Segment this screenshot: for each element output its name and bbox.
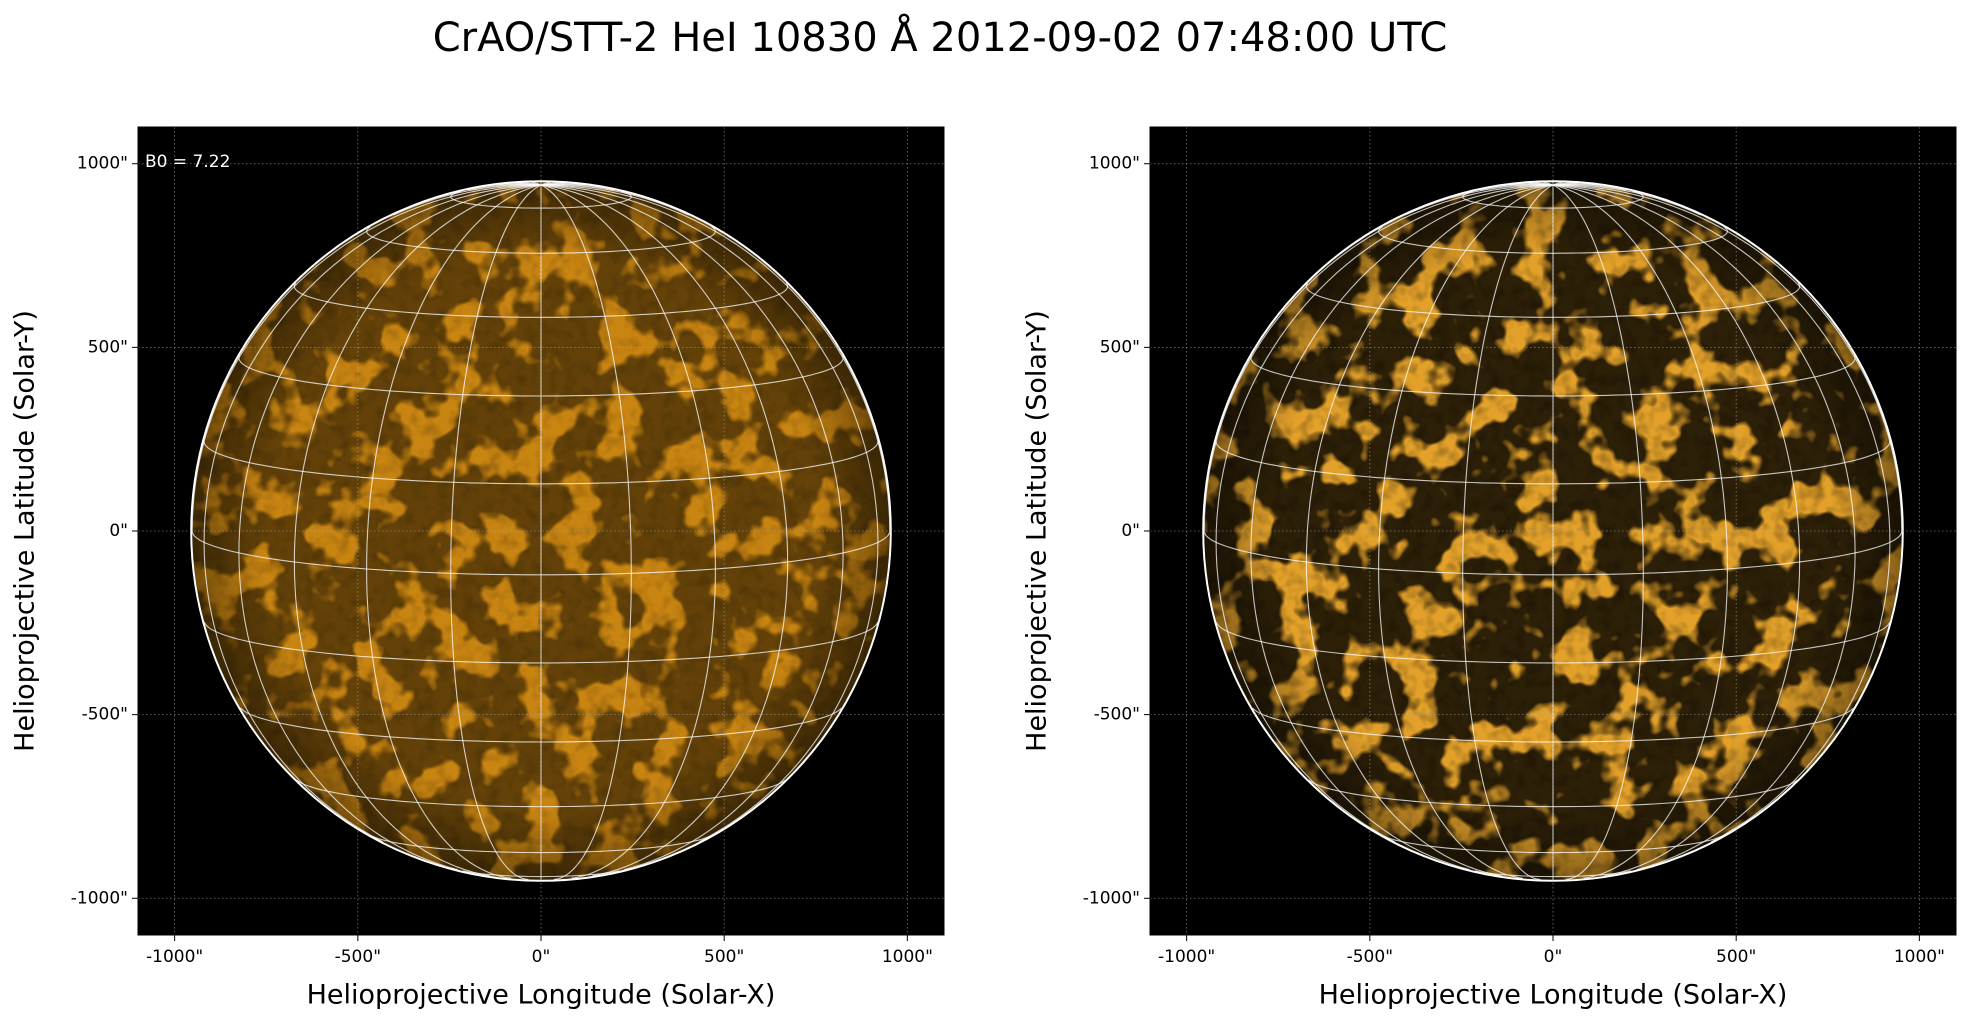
x-tick-label: -1000" [1158,947,1215,967]
grid-curve [540,184,689,216]
x-tick-label: -500" [335,947,381,967]
grid-curve [1552,182,1578,186]
annotation: B0 = 7.22 [145,152,230,172]
x-tick-label: 0" [1544,947,1563,967]
grid-curve [540,184,632,881]
grid-curve [1405,184,1554,216]
grid-curve [1552,184,1728,879]
heliographic-grid [1203,181,1903,881]
y-tick-label: 1000" [1089,154,1140,174]
grid-curve [1378,184,1554,879]
axes-frame [137,126,945,936]
x-tick-label: -500" [1347,947,1393,967]
grid-curve [540,184,789,877]
grid-curve [203,184,542,843]
grid-curve [540,184,891,532]
y-tick-label: 1000" [77,154,128,174]
grid-curve [1250,184,1554,871]
x-tick-label: 1000" [882,947,933,967]
grid-curve [540,181,551,186]
x-tick-label: 500" [704,947,744,967]
grid-curve [1552,184,1701,216]
x-tick-label: -1000" [146,947,203,967]
y-tick-label: 0" [1121,521,1140,541]
y-tick-label: -500" [1094,705,1140,725]
grid-curve [1305,184,1554,877]
figure-title: CrAO/STT-2 HeI 10830 Å 2012-09-02 07:48:… [433,13,1448,61]
x-tick-label: 1000" [1894,947,1945,967]
grid-curve [1552,184,1891,843]
y-tick-label: -500" [82,705,128,725]
x-axis-label: Helioprojective Longitude (Solar-X) [1319,980,1788,1011]
map-panel: -1000" -500" 0" 500" 1000" -1000" -500" 0" 500" 1… [1022,126,1957,1011]
grid-curve [366,184,542,879]
grid-curve [1462,184,1554,881]
grid-curve [1203,184,1554,532]
grid-curve [1215,184,1554,843]
grid-curve [1552,184,1856,871]
grid-curve [540,184,844,871]
y-tick-label: -1000" [71,888,128,908]
grid-curve [393,184,542,216]
grid-curve [293,184,542,877]
grid-curve [191,184,542,532]
grid-curve [238,184,542,871]
grid-curve [450,184,542,881]
y-tick-label: -1000" [1083,888,1140,908]
y-tick-label: 500" [1100,337,1140,357]
grid-curve [540,184,879,843]
grid-curve [540,182,566,186]
y-tick-label: 0" [109,521,128,541]
grid-curve [1552,184,1903,532]
grid-curve [1552,184,1644,881]
grid-curve [540,184,716,879]
map-panel: -1000" -500" 0" 500" 1000" -1000" -500" 0" 500" 1… [10,126,945,1011]
x-axis-label: Helioprojective Longitude (Solar-X) [307,980,776,1011]
y-axis-label: Helioprojective Latitude (Solar-Y) [10,310,41,752]
y-tick-label: 500" [88,337,128,357]
grid-curve [1552,181,1563,186]
x-tick-label: 0" [532,947,551,967]
axes-frame [1149,126,1957,936]
x-tick-label: 500" [1716,947,1756,967]
y-axis-label: Helioprojective Latitude (Solar-Y) [1022,310,1053,752]
grid-curve [1552,184,1801,877]
